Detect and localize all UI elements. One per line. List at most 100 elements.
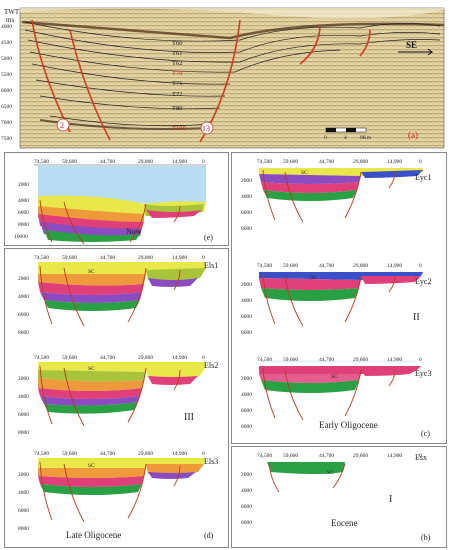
x-tick: 0: [202, 355, 205, 361]
depth-tick: 8000: [18, 222, 29, 228]
depth-tick: 8000: [241, 520, 252, 526]
period-label: Late Oligocene: [66, 530, 121, 540]
panel-b-section: 74,500 59,600 44,700 29,800 14,900 0 200…: [241, 453, 431, 542]
x-tick: 29,800: [138, 355, 153, 361]
x-tick: 14,900: [172, 159, 187, 165]
x-tick: 74,500: [257, 263, 272, 269]
depth-tick: 2000: [241, 282, 252, 288]
depth-tick: 8000: [241, 226, 252, 232]
unit-label: SC: [88, 269, 95, 275]
x-tick: 0: [419, 453, 422, 459]
scale-bar: 0 4 8Km: [324, 127, 372, 141]
x-tick: 0: [419, 357, 422, 363]
horizon-label: T71: [172, 80, 182, 87]
depth-tick: 6000: [18, 412, 29, 418]
depth-tick: 4000: [18, 198, 29, 204]
twt-tick: 4000: [1, 24, 12, 30]
x-tick: 44,700: [319, 263, 334, 269]
x-tick: 44,700: [100, 255, 115, 261]
stage-label: Eyc2: [415, 277, 431, 286]
depth-tick: 6000: [241, 504, 252, 510]
x-tick: 44,700: [100, 451, 115, 457]
section-els1: 74,500 59,600 44,700 29,800 14,900 0 200…: [18, 255, 218, 336]
x-tick: 0: [202, 451, 205, 457]
section-els3: 74,500 59,600 44,700 29,800 14,900 0 200…: [18, 451, 218, 532]
unit-label: SC: [331, 374, 338, 380]
x-tick: 59,600: [283, 453, 298, 459]
x-tick: 0: [419, 159, 422, 165]
seismic-section-graphic: TWT ms 4000 4500 5000 5500 6000 6500 700…: [1, 7, 445, 149]
x-tick: 0: [202, 255, 205, 261]
depth-tick: 2000: [18, 182, 29, 188]
depth-tick: 4000: [18, 490, 29, 496]
depth-tick: 2000: [241, 472, 252, 478]
panel-label: (d): [204, 531, 214, 540]
unit-label: SC: [311, 275, 318, 281]
section-eyc1: 74,500 59,600 44,700 29,800 14,900 0 200…: [241, 159, 431, 232]
stage-label: Els3: [204, 457, 218, 466]
depth-tick: 2000: [18, 276, 29, 282]
direction-arrow-icon: [398, 48, 434, 56]
x-tick: 59,600: [283, 357, 298, 363]
stage-label: Els2: [204, 361, 218, 370]
x-tick: 74,500: [257, 357, 272, 363]
panel-label: (a): [408, 130, 418, 140]
x-tick: 14,900: [172, 355, 187, 361]
twt-axis-unit: ms: [6, 16, 14, 24]
phase-numeral: II: [413, 312, 420, 323]
x-tick: 44,700: [319, 453, 334, 459]
depth-tick: 4000: [18, 294, 29, 300]
depth-tick: 6000: [241, 314, 252, 320]
x-tick: 44,700: [100, 159, 115, 165]
panel-e-section: 74,500 59,600 44,700 29,800 14,900 0 200…: [14, 159, 213, 244]
fault-label: 13: [202, 124, 210, 133]
x-tick: 14,900: [387, 263, 402, 269]
x-tick: 44,700: [100, 355, 115, 361]
x-tick: 59,600: [62, 451, 77, 457]
horizon-labels: T60 T61 T62 T70 T71 T72 T80 T100: [172, 40, 186, 132]
x-axis-ticks: 74,500 59,600 44,700 29,800 14,900 0: [34, 159, 205, 165]
x-tick: 14,900: [172, 451, 187, 457]
panel-label: (c): [421, 429, 430, 438]
x-tick: 74,500: [34, 451, 49, 457]
twt-tick: 5500: [1, 72, 12, 78]
stage-label: Esx: [415, 453, 427, 462]
x-tick: 29,800: [138, 159, 153, 165]
x-tick: 59,600: [62, 255, 77, 261]
x-tick: 59,600: [62, 159, 77, 165]
x-tick: 59,600: [62, 355, 77, 361]
section-eyc3: 74,500 59,600 44,700 29,800 14,900 0 200…: [241, 357, 431, 430]
seismic-image: [19, 7, 445, 149]
horizon-label: T100: [172, 125, 186, 132]
x-tick: 74,500: [34, 159, 49, 165]
depth-tick: 4000: [18, 394, 29, 400]
depth-tick: 4000: [241, 194, 252, 200]
section-els2: 74,500 59,600 44,700 29,800 14,900 0 200…: [18, 355, 218, 436]
x-tick: 74,500: [34, 355, 49, 361]
depth-tick: 4000: [241, 488, 252, 494]
horizon-label: T61: [172, 50, 182, 57]
horizon-label: T72: [172, 91, 182, 98]
panel-d-box: [4, 248, 229, 548]
twt-axis-title: TWT: [4, 8, 20, 16]
depth-tick: 2000: [241, 376, 252, 382]
panel-d-sections: 74,500 59,600 44,700 29,800 14,900 0 200…: [18, 255, 218, 540]
twt-tick: 7000: [1, 120, 12, 126]
depth-tick: 8000: [18, 430, 29, 436]
fault-label: 2: [60, 121, 64, 130]
depth-tick: 4000: [241, 298, 252, 304]
depth-tick: 4000: [241, 392, 252, 398]
x-tick: 14,900: [387, 453, 402, 459]
depth-tick: 6000: [241, 408, 252, 414]
stage-label: Eyc3: [415, 369, 431, 378]
depth-tick: 8000: [241, 424, 252, 430]
panel-c-box: [231, 152, 447, 444]
direction-label: SE: [406, 40, 417, 50]
depth-tick: 2000: [18, 376, 29, 382]
unit-label: SC: [88, 463, 95, 469]
depth-tick: 8000: [18, 330, 29, 336]
unit-label: SC: [88, 366, 95, 372]
phase-numeral: I: [389, 494, 392, 505]
x-tick: 59,600: [283, 263, 298, 269]
section-eyc2: 74,500 59,600 44,700 29,800 14,900 0 200…: [241, 263, 431, 336]
